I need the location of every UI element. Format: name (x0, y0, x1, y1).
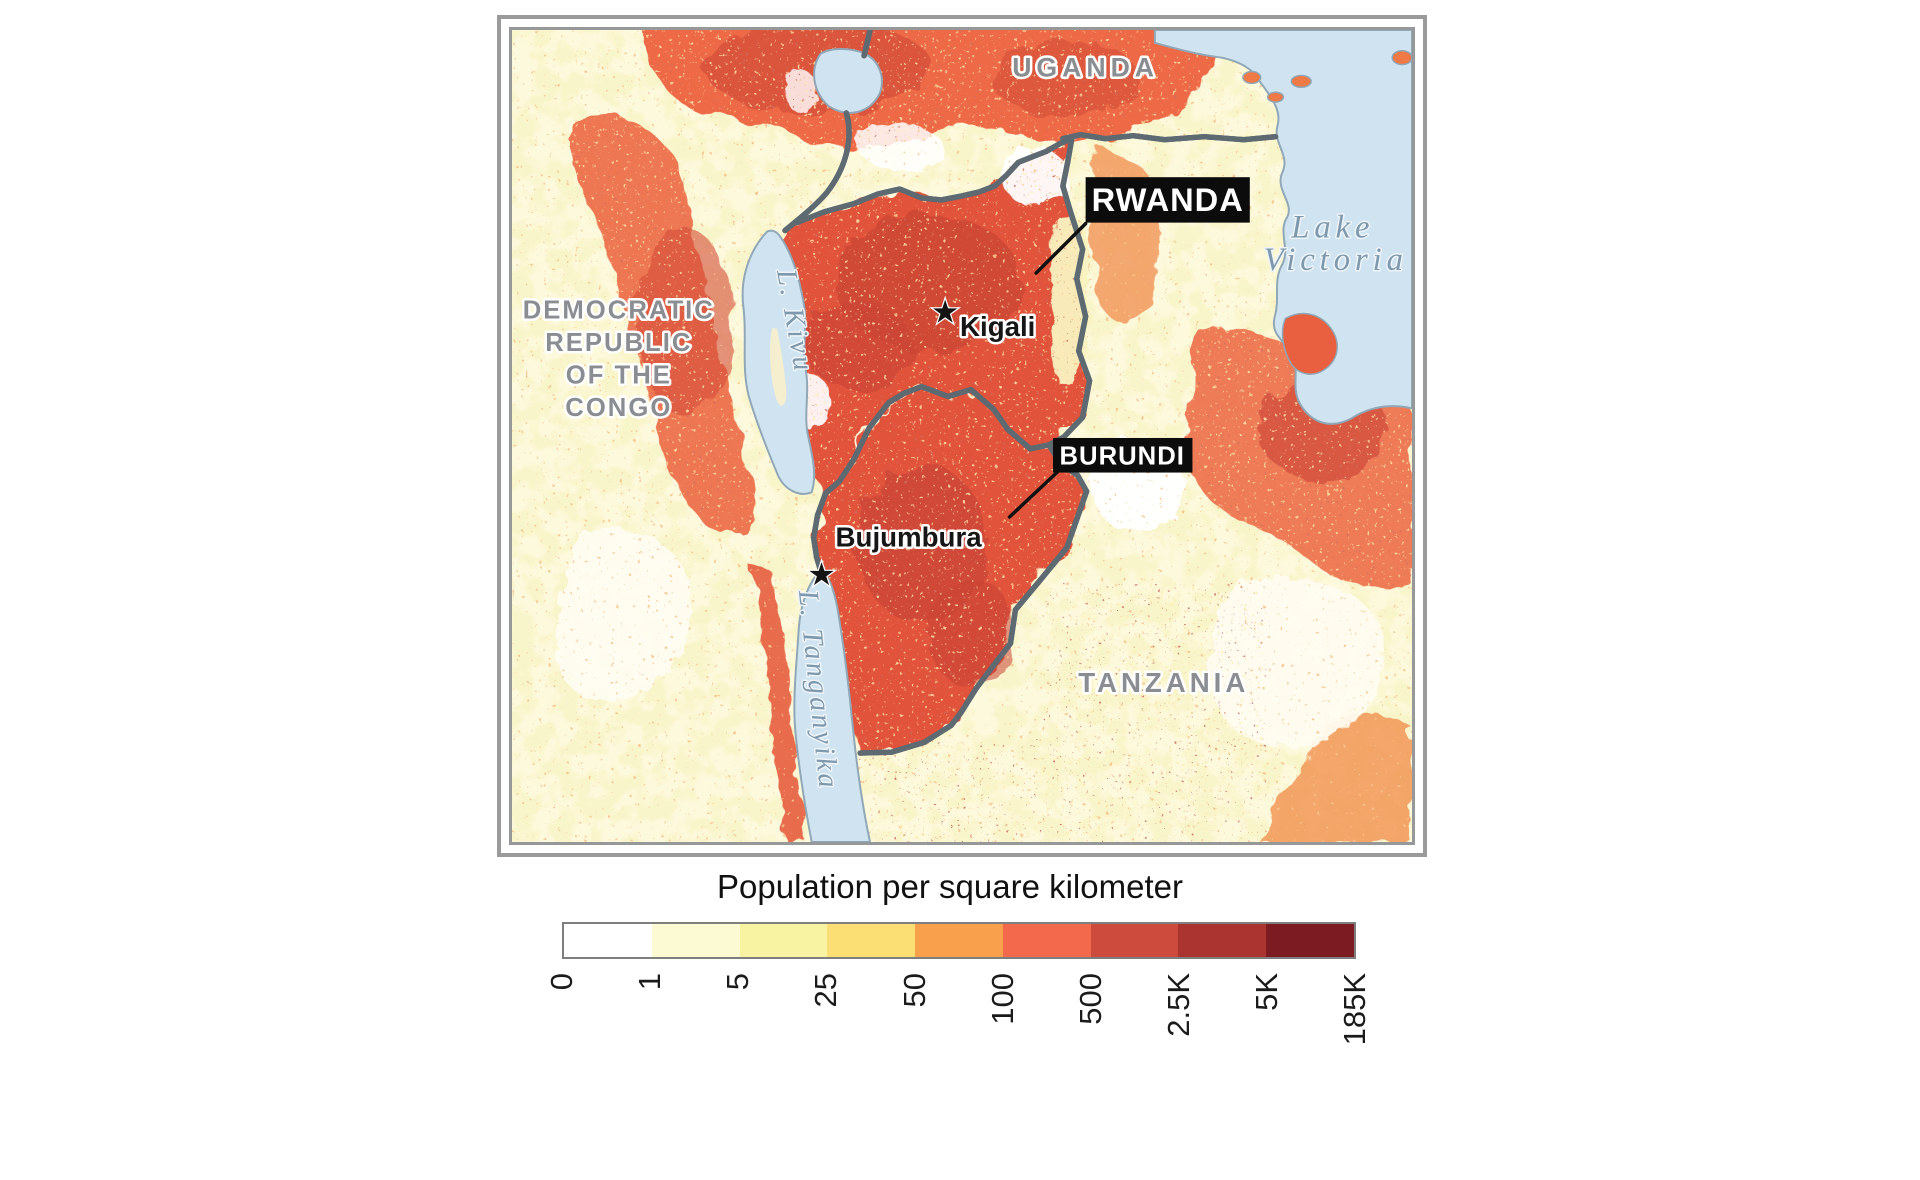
congo-label-line1: DEMOCRATIC (523, 296, 715, 324)
legend-tick-label: 50 (897, 973, 932, 1008)
legend-tick-label: 0 (544, 973, 579, 991)
burundi-label-box (1052, 437, 1193, 473)
colorbar-segment (1178, 924, 1267, 957)
lakes (741, 30, 1412, 842)
bujumbura-star-icon: ★ (807, 557, 835, 593)
congo-label-line3: OF THE (566, 362, 672, 390)
map-canvas: UGANDA DEMOCRATIC REPUBLIC OF THE CONGO … (512, 30, 1412, 842)
congo-label: DEMOCRATIC REPUBLIC OF THE CONGO (520, 294, 715, 425)
lake-tanganyika-shape (793, 569, 872, 842)
burundi-callout: BURUNDI (1007, 437, 1193, 519)
congo-label-line2: REPUBLIC (545, 329, 692, 357)
lake-victoria-label-line2: Victoria (1264, 242, 1408, 278)
rwanda-label: RWANDA (1092, 181, 1244, 218)
legend-tick-label: 25 (808, 973, 843, 1008)
colorbar-segment (827, 924, 916, 957)
colorbar-segment (1266, 924, 1355, 957)
tanzania-label: TANZANIA (1078, 667, 1249, 698)
legend-tick-label: 5 (720, 973, 755, 991)
legend-tick-label: 1 (632, 973, 667, 991)
legend-title: Population per square kilometer (717, 868, 1183, 905)
map-inner-border: UGANDA DEMOCRATIC REPUBLIC OF THE CONGO … (509, 27, 1415, 845)
rwanda-label-box (1085, 177, 1250, 223)
colorbar-segment (1002, 924, 1091, 957)
lake-victoria-label-line1: Lake (1290, 209, 1374, 245)
kigali-marker-group: ★ Kigali (930, 293, 1038, 345)
kigali-star-icon: ★ (931, 294, 959, 330)
idjwi-island-shape (770, 328, 787, 406)
victoria-islands (1242, 50, 1412, 375)
legend-tick-label: 100 (985, 973, 1020, 1025)
kigali-label: Kigali (960, 311, 1035, 342)
colorbar-segment (564, 924, 652, 957)
legend-colorbar (562, 922, 1356, 959)
uganda-label: UGANDA (1012, 52, 1159, 82)
congo-label-line4: CONGO (565, 394, 672, 422)
colorbar-segment (1090, 924, 1179, 957)
rwanda-callout: RWANDA (1034, 177, 1250, 275)
rwanda-leader-line (1034, 221, 1088, 275)
terrain-red-dots (512, 30, 1412, 842)
map-frame: UGANDA DEMOCRATIC REPUBLIC OF THE CONGO … (497, 15, 1427, 857)
colorbar-segment (915, 924, 1003, 957)
lake-edward-shape (813, 48, 883, 114)
legend-tick-label: 185K (1337, 973, 1372, 1046)
colorbar-segment (651, 924, 740, 957)
legend-tick-label: 5K (1249, 973, 1284, 1011)
bujumbura-marker-group: Bujumbura ★ (806, 519, 985, 594)
burundi-leader-line (1007, 470, 1059, 519)
legend-tick-label: 500 (1073, 973, 1108, 1025)
bujumbura-label: Bujumbura (836, 522, 983, 553)
colorbar-segment (739, 924, 828, 957)
burundi-label: BURUNDI (1059, 443, 1184, 471)
legend-tick-label: 2.5K (1161, 973, 1196, 1037)
